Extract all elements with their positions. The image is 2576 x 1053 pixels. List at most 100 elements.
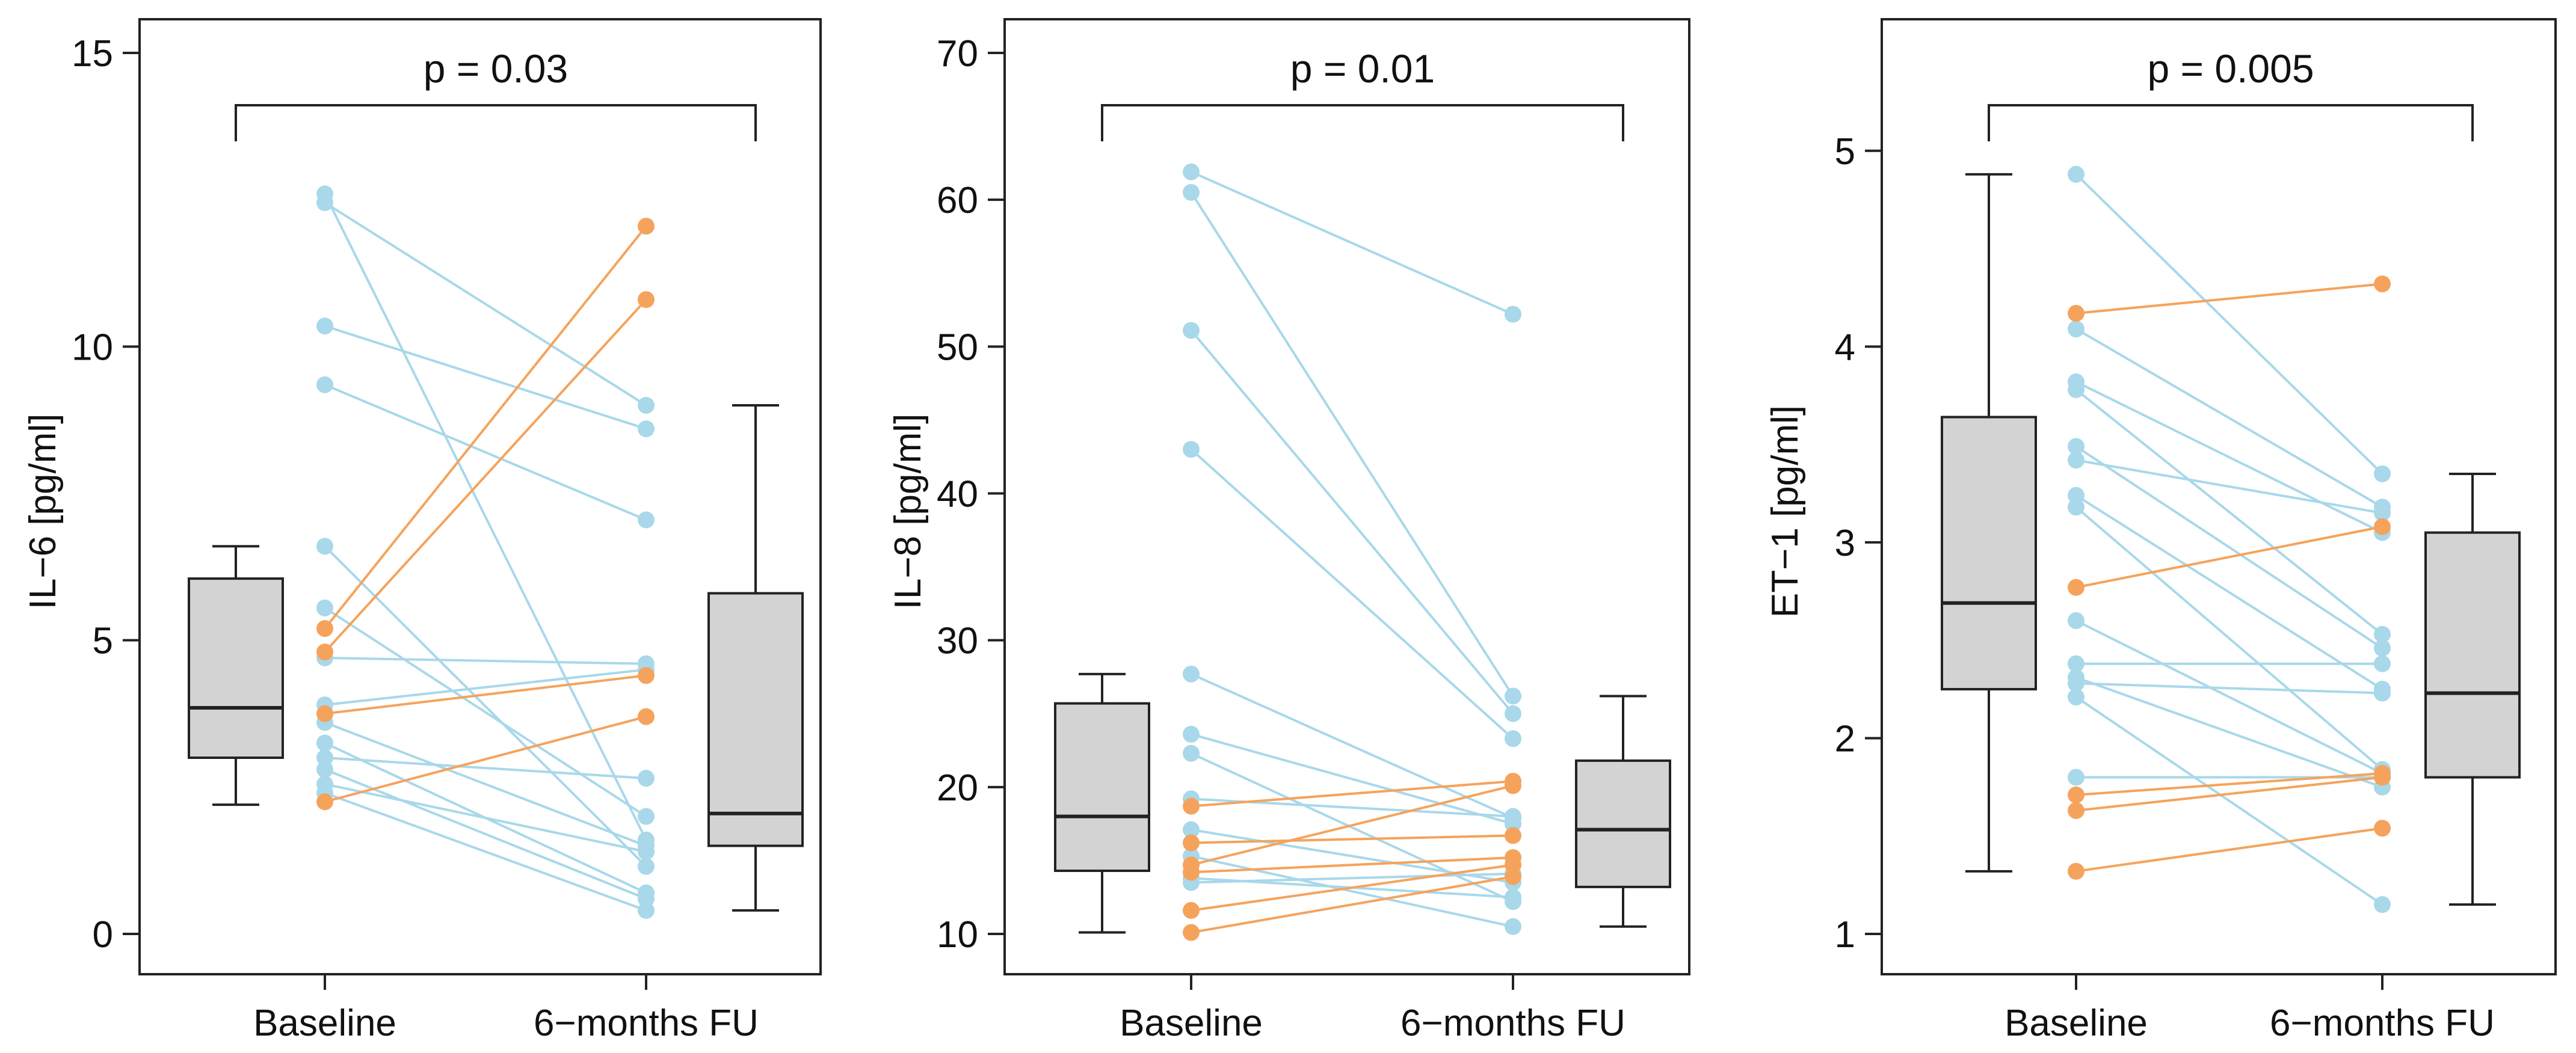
significance-bracket [1988, 104, 2474, 141]
point-followup [638, 420, 655, 438]
point-followup [2374, 505, 2391, 522]
pair-line [324, 325, 647, 430]
plot-frame [138, 18, 822, 975]
pair-increase [1183, 773, 1521, 815]
y-axis-label: ET−1 [pg/ml] [1764, 405, 1806, 618]
pair-line [1191, 875, 1514, 934]
pair-line [2075, 328, 2383, 509]
pair-line [2075, 445, 2383, 649]
point-followup [1505, 918, 1521, 935]
pair-line [324, 768, 647, 900]
pair-line [1191, 855, 1514, 928]
point-baseline [316, 643, 333, 661]
point-followup [1505, 888, 1521, 906]
box-iqr [1575, 759, 1671, 888]
point-baseline [2068, 612, 2085, 630]
pair-decrease [1183, 441, 1521, 748]
point-followup [638, 770, 655, 787]
pair-line [2075, 494, 2383, 690]
pair-line [2075, 772, 2383, 796]
point-baseline [316, 734, 333, 752]
p-value-label: p = 0.01 [1290, 46, 1435, 91]
point-baseline [2068, 689, 2085, 706]
panel-3: 1 2 3 4 5 Baseline 6−months FU ET−1 [pg/ml] p = … [1764, 18, 2557, 1044]
pair-line [1191, 733, 1514, 825]
pair-decrease [1183, 183, 1521, 705]
y-tick-label: 10 [72, 327, 113, 368]
box-followup [2424, 472, 2521, 906]
y-tick-label: 3 [1835, 523, 1855, 564]
point-followup [2374, 518, 2391, 535]
p-value-label: p = 0.03 [424, 46, 568, 91]
pair-line [1191, 170, 1514, 316]
pair-decrease [316, 599, 655, 825]
pair-line [324, 201, 647, 407]
pair-line [324, 298, 647, 653]
y-tick-label: 4 [1835, 327, 1855, 368]
panel-2: 10 20 30 40 50 60 70 Baseline 6−months FU IL−8 [p… [887, 18, 1690, 1044]
pair-decrease [2068, 373, 2391, 541]
pair-decrease [316, 318, 655, 438]
pair-line [1190, 330, 1514, 715]
box-iqr [188, 577, 284, 759]
pair-decrease [316, 749, 655, 787]
y-tick-label: 40 [937, 474, 978, 515]
point-baseline [316, 538, 333, 555]
pair-increase [2068, 769, 2391, 819]
point-baseline [2068, 655, 2085, 672]
pair-line [324, 225, 647, 630]
point-baseline [1183, 924, 1200, 941]
pair-line [324, 721, 647, 847]
y-tick-label: 10 [937, 914, 978, 956]
pair-decrease [2068, 675, 2391, 702]
box-followup [707, 404, 804, 912]
y-tick-label: 60 [937, 180, 978, 221]
point-followup [2374, 769, 2391, 786]
pair-line [2075, 619, 2383, 775]
pair-line [2075, 525, 2383, 589]
point-baseline [2068, 802, 2085, 819]
pair-decrease [2068, 165, 2391, 482]
pair-increase [2068, 518, 2391, 596]
point-followup [2374, 655, 2391, 672]
y-tick-label: 20 [937, 767, 978, 809]
y-tick-label: 5 [93, 621, 113, 662]
pair-decrease [316, 784, 655, 919]
pair-line [1191, 856, 1514, 874]
pair-decrease [2068, 487, 2391, 698]
pair-increase [2068, 820, 2391, 880]
point-baseline [1183, 183, 1200, 201]
point-followup [638, 291, 655, 309]
point-baseline [2068, 786, 2085, 803]
pair-decrease [316, 649, 655, 672]
x-tick-label: Baseline [1120, 1002, 1263, 1044]
pair-increase [316, 667, 655, 722]
box-baseline [1054, 672, 1150, 934]
pair-decrease [316, 761, 655, 907]
point-baseline [316, 376, 333, 393]
panel-1: 0 5 10 15 Baseline 6−months FU IL−6 [pg/ml] p =… [22, 18, 822, 1044]
point-baseline [2068, 438, 2085, 455]
box-baseline [188, 545, 284, 806]
point-followup [2374, 896, 2391, 913]
point-baseline [1183, 864, 1200, 881]
y-tick-label: 5 [1835, 131, 1855, 173]
point-baseline [2068, 304, 2085, 322]
pair-decrease [1183, 847, 1521, 935]
plot-frame [1003, 18, 1690, 975]
point-baseline [316, 705, 333, 722]
point-baseline [2068, 675, 2085, 692]
point-followup [638, 511, 655, 529]
box-followup [1575, 695, 1671, 928]
point-baseline [2068, 165, 2085, 183]
pair-line [1191, 872, 1514, 884]
pair-increase [316, 218, 655, 637]
point-baseline [2068, 452, 2085, 469]
point-followup [1505, 705, 1521, 722]
pair-line [1191, 834, 1514, 844]
point-baseline [1183, 834, 1200, 852]
pair-decrease [2068, 381, 2391, 643]
point-followup [1505, 687, 1521, 705]
pair-line [2075, 173, 2383, 475]
